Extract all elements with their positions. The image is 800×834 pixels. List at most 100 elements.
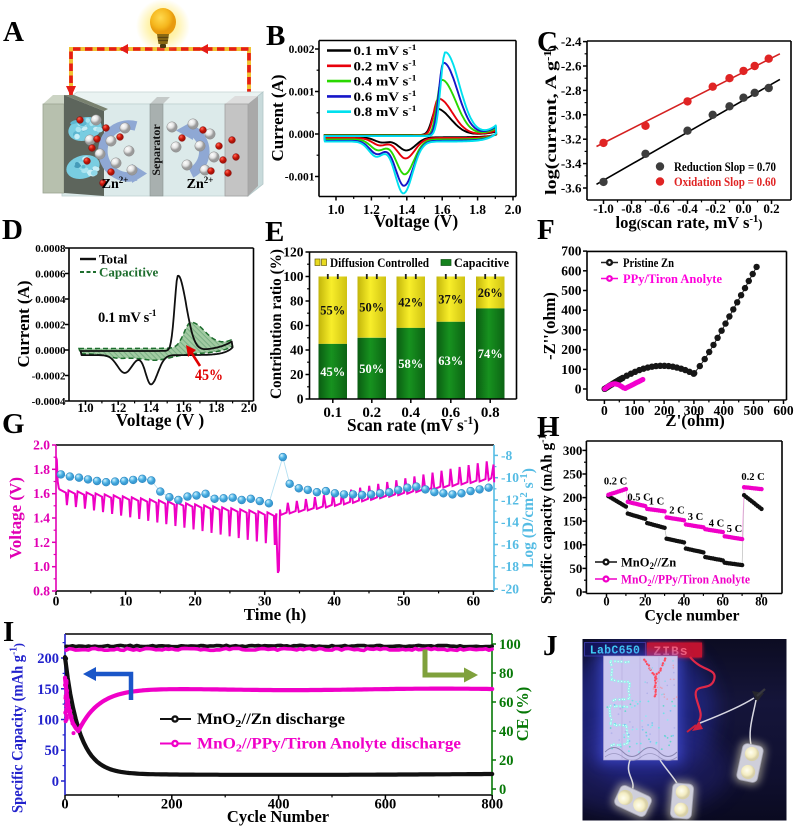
svg-text:-3.4: -3.4: [561, 156, 582, 171]
svg-text:1.4: 1.4: [398, 202, 415, 217]
svg-text:200: 200: [654, 403, 675, 418]
svg-text:0.0008: 0.0008: [35, 243, 66, 255]
svg-text:log(current, A g-1): log(current, A g-1): [543, 45, 560, 195]
svg-text:1.2: 1.2: [33, 535, 50, 550]
svg-text:45%: 45%: [195, 367, 223, 384]
svg-text:I: I: [3, 616, 14, 648]
svg-text:45%: 45%: [320, 365, 345, 379]
svg-text:200: 200: [161, 797, 183, 813]
svg-text:-8: -8: [501, 448, 512, 463]
svg-text:120: 120: [283, 245, 304, 260]
svg-text:-1.0: -1.0: [593, 201, 614, 216]
svg-text:-0.0002: -0.0002: [32, 370, 66, 382]
svg-text:Voltage (V): Voltage (V): [374, 211, 459, 231]
svg-text:0: 0: [297, 392, 304, 407]
svg-text:Diffusion Controlled: Diffusion Controlled: [330, 256, 429, 270]
svg-text:150: 150: [37, 682, 59, 698]
svg-text:300: 300: [563, 443, 583, 458]
svg-text:500: 500: [743, 403, 764, 418]
svg-text:Z'(ohm): Z'(ohm): [665, 411, 725, 430]
svg-text:0.2 C: 0.2 C: [741, 472, 764, 483]
svg-text:60: 60: [467, 594, 481, 609]
svg-text:-14: -14: [501, 515, 519, 530]
svg-text:1.4: 1.4: [143, 400, 160, 415]
svg-text:0.1: 0.1: [323, 405, 342, 421]
svg-text:1.6: 1.6: [175, 400, 192, 415]
svg-text:-0.4: -0.4: [677, 201, 698, 216]
svg-text:-0.2: -0.2: [705, 201, 726, 216]
svg-text:0.4 mV s-1: 0.4 mV s -1: [354, 73, 417, 89]
svg-text:Current (A): Current (A): [268, 74, 287, 161]
svg-text:200: 200: [37, 651, 59, 667]
svg-text:0: 0: [575, 382, 582, 397]
svg-text:150: 150: [563, 514, 583, 529]
svg-text:5 C: 5 C: [727, 524, 742, 535]
svg-text:0.6 mV s-1: 0.6 mV s -1: [354, 88, 417, 104]
svg-text:600: 600: [773, 403, 794, 418]
svg-text:0.0000: 0.0000: [35, 345, 66, 357]
svg-text:PPy/Tiron Anolyte: PPy/Tiron Anolyte: [623, 272, 722, 286]
svg-text:0.0002: 0.0002: [35, 319, 66, 331]
svg-text:0: 0: [53, 594, 60, 609]
svg-text:400: 400: [561, 303, 582, 318]
svg-text:50: 50: [45, 743, 60, 759]
svg-text:500: 500: [561, 283, 582, 298]
svg-text:0.2 C: 0.2 C: [604, 477, 627, 488]
svg-text:2.0: 2.0: [241, 400, 257, 415]
svg-text:1.2: 1.2: [110, 400, 126, 415]
svg-text:log(scan rate, mV s-1): log(scan rate, mV s-1): [616, 213, 763, 232]
svg-text:-2.6: -2.6: [561, 59, 582, 74]
svg-text:800: 800: [481, 797, 503, 813]
svg-text:Pristine Zn: Pristine Zn: [623, 256, 674, 270]
svg-text:2.0: 2.0: [33, 438, 50, 453]
svg-text:100: 100: [37, 713, 59, 729]
svg-text:0: 0: [603, 595, 609, 609]
svg-text:Voltage (V ): Voltage (V ): [116, 410, 205, 430]
svg-text:60: 60: [290, 318, 304, 333]
svg-text:2 C: 2 C: [669, 506, 684, 517]
svg-text:Log (D/cm2 s-1): Log (D/cm2 s-1): [518, 468, 537, 568]
svg-text:100: 100: [283, 269, 304, 284]
svg-text:0.5 C: 0.5 C: [627, 493, 650, 504]
svg-text:100: 100: [499, 637, 521, 653]
svg-text:J: J: [543, 630, 558, 662]
svg-text:E: E: [265, 216, 284, 248]
svg-text:0: 0: [576, 585, 583, 600]
svg-text:80: 80: [499, 666, 514, 682]
svg-text:-3.2: -3.2: [561, 132, 582, 147]
svg-text:300: 300: [561, 322, 582, 337]
svg-text:20: 20: [639, 595, 652, 609]
svg-text:1.6: 1.6: [434, 202, 451, 217]
svg-text:-2.8: -2.8: [561, 83, 582, 98]
svg-text:Oxidation Slop = 0.60: Oxidation Slop = 0.60: [674, 175, 776, 189]
svg-text:-Z''(ohm): -Z''(ohm): [540, 292, 559, 360]
svg-text:1.4: 1.4: [33, 511, 50, 526]
svg-text:1.8: 1.8: [208, 400, 225, 415]
svg-text:0.0: 0.0: [735, 201, 751, 216]
svg-text:20: 20: [499, 753, 514, 769]
svg-text:20: 20: [290, 367, 304, 382]
svg-text:30: 30: [258, 594, 272, 609]
svg-text:Specific Capacity (mAh g-1): Specific Capacity (mAh g-1): [9, 643, 27, 813]
svg-text:0.6: 0.6: [441, 405, 460, 421]
svg-text:Specific capacity (mAh g-1): Specific capacity (mAh g-1): [538, 430, 556, 604]
svg-text:74%: 74%: [478, 347, 503, 361]
svg-text:200: 200: [561, 342, 582, 357]
svg-text:0.0006: 0.0006: [35, 268, 66, 280]
svg-text:-3.0: -3.0: [561, 107, 582, 122]
svg-text:20: 20: [188, 594, 202, 609]
svg-text:Scan rate (mV s-1): Scan rate (mV s-1): [347, 413, 479, 436]
svg-text:400: 400: [714, 403, 735, 418]
svg-text:0.000: 0.000: [289, 129, 315, 141]
svg-text:0.2: 0.2: [763, 201, 779, 216]
svg-text:50%: 50%: [359, 301, 384, 315]
svg-text:1.6: 1.6: [33, 486, 50, 501]
svg-text:-16: -16: [501, 537, 519, 552]
svg-text:0.2 mV s-1: 0.2 mV s -1: [354, 57, 417, 73]
svg-text:-12: -12: [501, 493, 519, 508]
svg-text:4 C: 4 C: [709, 519, 724, 530]
svg-text:A: A: [3, 16, 24, 48]
svg-text:Capacitive: Capacitive: [454, 256, 509, 270]
svg-text:42%: 42%: [398, 296, 423, 310]
svg-text:Cycle number: Cycle number: [645, 608, 740, 625]
